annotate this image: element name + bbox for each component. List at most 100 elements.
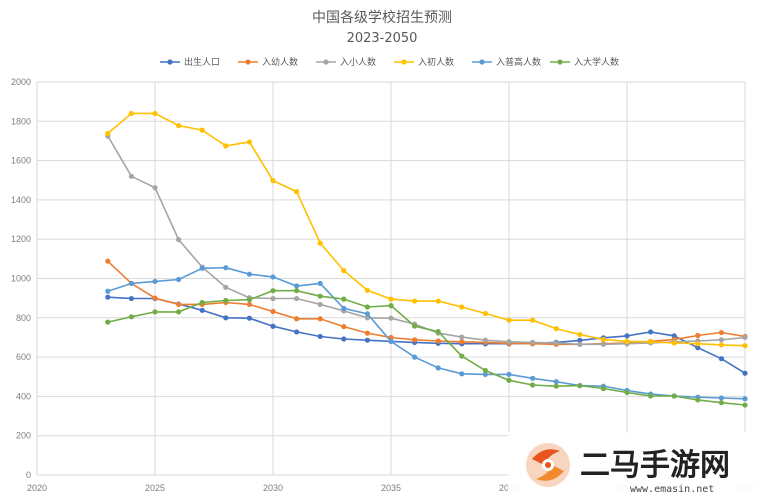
data-point	[294, 295, 300, 302]
data-point	[152, 185, 158, 191]
axes: 0 200 400 600 800 1000 1200 1400 1600 1800 2000 202…	[11, 77, 755, 493]
data-point	[459, 371, 465, 377]
data-point	[553, 383, 559, 389]
data-point	[742, 370, 748, 376]
legend-item: 入普高人数	[472, 56, 541, 68]
data-point	[128, 295, 134, 302]
legend-label: 入初人数	[418, 56, 454, 68]
data-point	[341, 305, 347, 311]
y-tick-label: 400	[16, 391, 31, 401]
data-point	[364, 304, 370, 310]
data-point	[294, 189, 300, 195]
x-tick-label: 2030	[263, 483, 283, 493]
data-point	[270, 295, 276, 302]
data-point	[435, 338, 441, 344]
data-point	[388, 315, 394, 321]
data-point	[624, 333, 630, 339]
data-point	[577, 341, 583, 347]
data-point	[223, 143, 229, 149]
legend-label: 入大学人数	[574, 56, 619, 68]
data-point	[317, 280, 323, 287]
data-point	[152, 295, 158, 301]
data-point	[199, 307, 205, 313]
data-point	[317, 240, 323, 246]
y-tick-label: 800	[16, 313, 31, 323]
data-point	[648, 393, 654, 399]
data-point	[742, 334, 748, 341]
data-point	[530, 375, 536, 381]
data-point	[317, 333, 323, 340]
data-point	[294, 329, 300, 335]
data-point	[364, 287, 370, 293]
data-point	[718, 356, 725, 362]
data-point	[317, 293, 323, 299]
legend-marker	[557, 59, 563, 65]
y-tick-label: 1800	[11, 116, 31, 126]
data-point	[176, 123, 182, 129]
chart-subtitle: 2023-2050	[347, 31, 418, 46]
data-point	[341, 268, 347, 274]
data-point	[364, 330, 370, 336]
data-point	[506, 317, 512, 323]
data-point	[718, 329, 725, 336]
legend-label: 入普高人数	[496, 56, 541, 68]
series-2	[105, 133, 748, 347]
data-point	[506, 339, 512, 345]
legend-item: 入初人数	[394, 56, 454, 68]
data-point	[695, 341, 701, 347]
data-point	[624, 338, 630, 344]
data-point	[199, 265, 205, 271]
data-point	[388, 338, 394, 344]
data-point	[105, 319, 111, 325]
data-point	[223, 297, 229, 304]
x-tick-label: 2020	[27, 483, 47, 493]
data-point	[482, 371, 488, 377]
watermark: 二马手游网 www.emasin.net	[508, 432, 765, 500]
series-line	[107, 266, 746, 400]
data-point	[553, 340, 559, 346]
data-point	[152, 309, 158, 315]
data-point	[600, 336, 607, 343]
data-point	[294, 288, 300, 294]
data-point	[577, 337, 583, 343]
legend: 出生人口 入幼人数 入小人数 入初人数 入普高人数 入大学人数	[160, 56, 619, 68]
data-point	[435, 298, 441, 304]
data-point	[128, 110, 134, 117]
data-point	[718, 400, 725, 406]
data-point	[695, 332, 701, 339]
legend-label: 入幼人数	[262, 56, 298, 68]
data-point	[246, 297, 252, 303]
logo-icon	[526, 443, 570, 487]
data-point	[459, 339, 465, 345]
data-point	[482, 367, 488, 374]
data-point	[246, 139, 252, 145]
chart-title: 中国各级学校招生预测	[312, 9, 452, 26]
data-point	[577, 331, 583, 338]
data-point	[742, 343, 748, 349]
data-point	[176, 276, 182, 283]
grid	[36, 81, 746, 476]
data-point	[270, 308, 276, 315]
data-point	[176, 301, 182, 308]
data-point	[459, 334, 465, 340]
data-point	[199, 299, 205, 306]
data-point	[695, 345, 701, 351]
data-point	[176, 236, 182, 243]
data-point	[105, 130, 111, 137]
legend-label: 入小人数	[340, 56, 376, 68]
data-point	[482, 337, 488, 343]
data-point	[294, 316, 300, 322]
data-point	[341, 296, 347, 302]
data-point	[648, 339, 654, 345]
data-point	[412, 337, 418, 343]
data-point	[553, 379, 559, 385]
data-point	[577, 382, 583, 389]
legend-item: 入小人数	[316, 56, 376, 68]
series-line	[107, 112, 746, 347]
data-point	[152, 278, 158, 285]
data-point	[624, 389, 630, 396]
data-point	[270, 288, 276, 294]
series-line	[107, 289, 746, 406]
series-3	[105, 110, 748, 349]
